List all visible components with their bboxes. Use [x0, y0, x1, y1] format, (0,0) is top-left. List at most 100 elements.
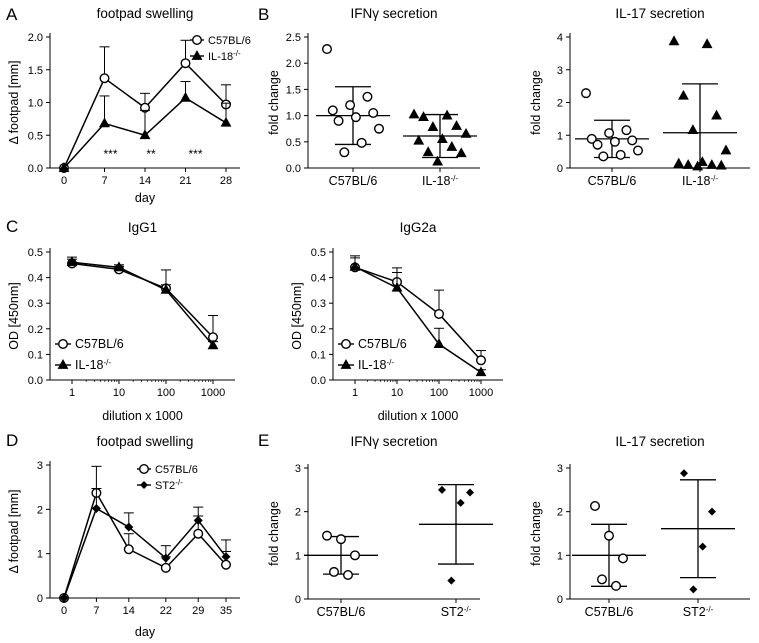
legend-marker [340, 359, 352, 369]
group-st2 [419, 483, 493, 585]
x-tick-label: C57BL/6 [317, 605, 366, 619]
data-point [408, 108, 420, 119]
y-tick-label: 0 [557, 594, 563, 606]
series-line [354, 266, 482, 373]
chart-c1: 0.0 0.1 0.2 0.3 0.4 0.5 OD [450nm] IgG1 1 10 100 10… [7, 220, 235, 423]
series-il-18 [66, 256, 219, 350]
y-tick-label: 4 [557, 32, 563, 44]
data-point [59, 593, 69, 603]
y-tick-label: 0.5 [286, 137, 301, 149]
group-st2 [661, 469, 735, 594]
data-point [687, 124, 699, 134]
data-point [193, 515, 203, 525]
legend-marker [191, 50, 203, 60]
x-tick-label: 100 [430, 387, 448, 399]
data-point [436, 133, 448, 144]
data-point [220, 116, 232, 127]
data-point [180, 91, 191, 102]
data-point [446, 141, 458, 151]
y-axis-label: OD [450nm] [7, 282, 21, 349]
x-axis-label: day [135, 191, 156, 205]
data-point [123, 544, 134, 555]
series-line [354, 266, 482, 361]
group-c57bl-6 [304, 530, 378, 580]
x-axis-label: dilution x 1000 [102, 409, 183, 423]
y-tick-label: 2 [557, 98, 563, 110]
y-tick-label: 0.3 [311, 298, 326, 310]
y-axis-label: fold change [267, 501, 281, 566]
legend: C57BL/6 ST2-/- [137, 464, 198, 492]
data-point [368, 107, 379, 118]
data-point [611, 580, 622, 591]
data-point [711, 109, 722, 120]
y-tick-label: 1 [557, 550, 563, 562]
data-point [66, 256, 78, 267]
chart-title: IFNγ secretion [350, 6, 437, 21]
series-il-18 [58, 81, 232, 172]
data-point [438, 485, 446, 494]
data-point [413, 134, 425, 145]
data-point [692, 160, 704, 171]
chart-title: IL-17 secretion [615, 434, 704, 449]
legend: C57BL/6 IL-18-/- [55, 337, 124, 372]
data-point [333, 115, 344, 126]
x-tick-label: 7 [101, 175, 107, 187]
data-point [99, 117, 110, 128]
data-point [598, 151, 609, 162]
x-tick-label: 29 [192, 605, 204, 617]
legend-marker [58, 339, 69, 350]
series-st2 [59, 487, 231, 603]
data-point [592, 139, 603, 150]
data-point [706, 159, 718, 169]
data-point [193, 528, 204, 539]
data-point [207, 339, 219, 350]
data-point [374, 123, 385, 134]
chart-title: footpad swelling [97, 6, 194, 21]
data-point [349, 260, 361, 271]
y-axis-label: fold change [267, 70, 281, 135]
y-tick-label: 0 [37, 593, 43, 605]
legend-label: C57BL/6 [75, 337, 124, 351]
data-point [339, 147, 350, 158]
y-tick-label: 1.5 [28, 65, 43, 77]
data-point [161, 553, 171, 563]
data-point [327, 105, 338, 116]
y-tick-label: 3 [557, 463, 563, 475]
x-tick-label: IL-18-/- [682, 174, 718, 189]
data-point [698, 542, 707, 551]
series-line [63, 491, 227, 599]
data-point [604, 530, 615, 541]
data-point [597, 574, 608, 585]
y-tick-label: 0 [557, 163, 563, 175]
data-point [618, 553, 629, 564]
x-tick-label: 1000 [469, 387, 493, 399]
chart-title: IL-17 secretion [615, 6, 704, 21]
x-tick-label: 1 [69, 387, 75, 399]
x-tick-label: 14 [139, 175, 151, 187]
y-tick-label: 2.0 [286, 58, 301, 70]
data-point [113, 261, 125, 272]
data-point [220, 559, 231, 570]
chart-title: IFNγ secretion [350, 434, 437, 449]
x-tick-label: 1 [352, 387, 358, 399]
y-axis-label: fold change [529, 70, 543, 135]
series-line [71, 261, 214, 346]
data-point [441, 109, 453, 120]
x-tick-label: 1000 [201, 387, 225, 399]
y-tick-label: 0.2 [311, 324, 326, 336]
data-point [329, 566, 340, 577]
data-point [343, 569, 354, 580]
data-point [345, 100, 356, 111]
chart-b1: 0.0 0.5 1.0 1.5 2.0 2.5 fold change IFNγ secret… [267, 6, 480, 188]
x-tick-label: ST2-/- [441, 605, 472, 620]
data-point [668, 35, 680, 46]
y-tick-label: 0.0 [286, 163, 301, 175]
y-axis-label: OD [450nm] [290, 282, 304, 349]
x-tick-label: IL-18-/- [422, 174, 458, 189]
data-point [432, 155, 444, 166]
y-axis-label: Δ footpad [mm] [7, 489, 21, 573]
data-point [124, 522, 134, 532]
data-point [456, 498, 465, 507]
x-tick-label: C57BL/6 [588, 174, 637, 188]
